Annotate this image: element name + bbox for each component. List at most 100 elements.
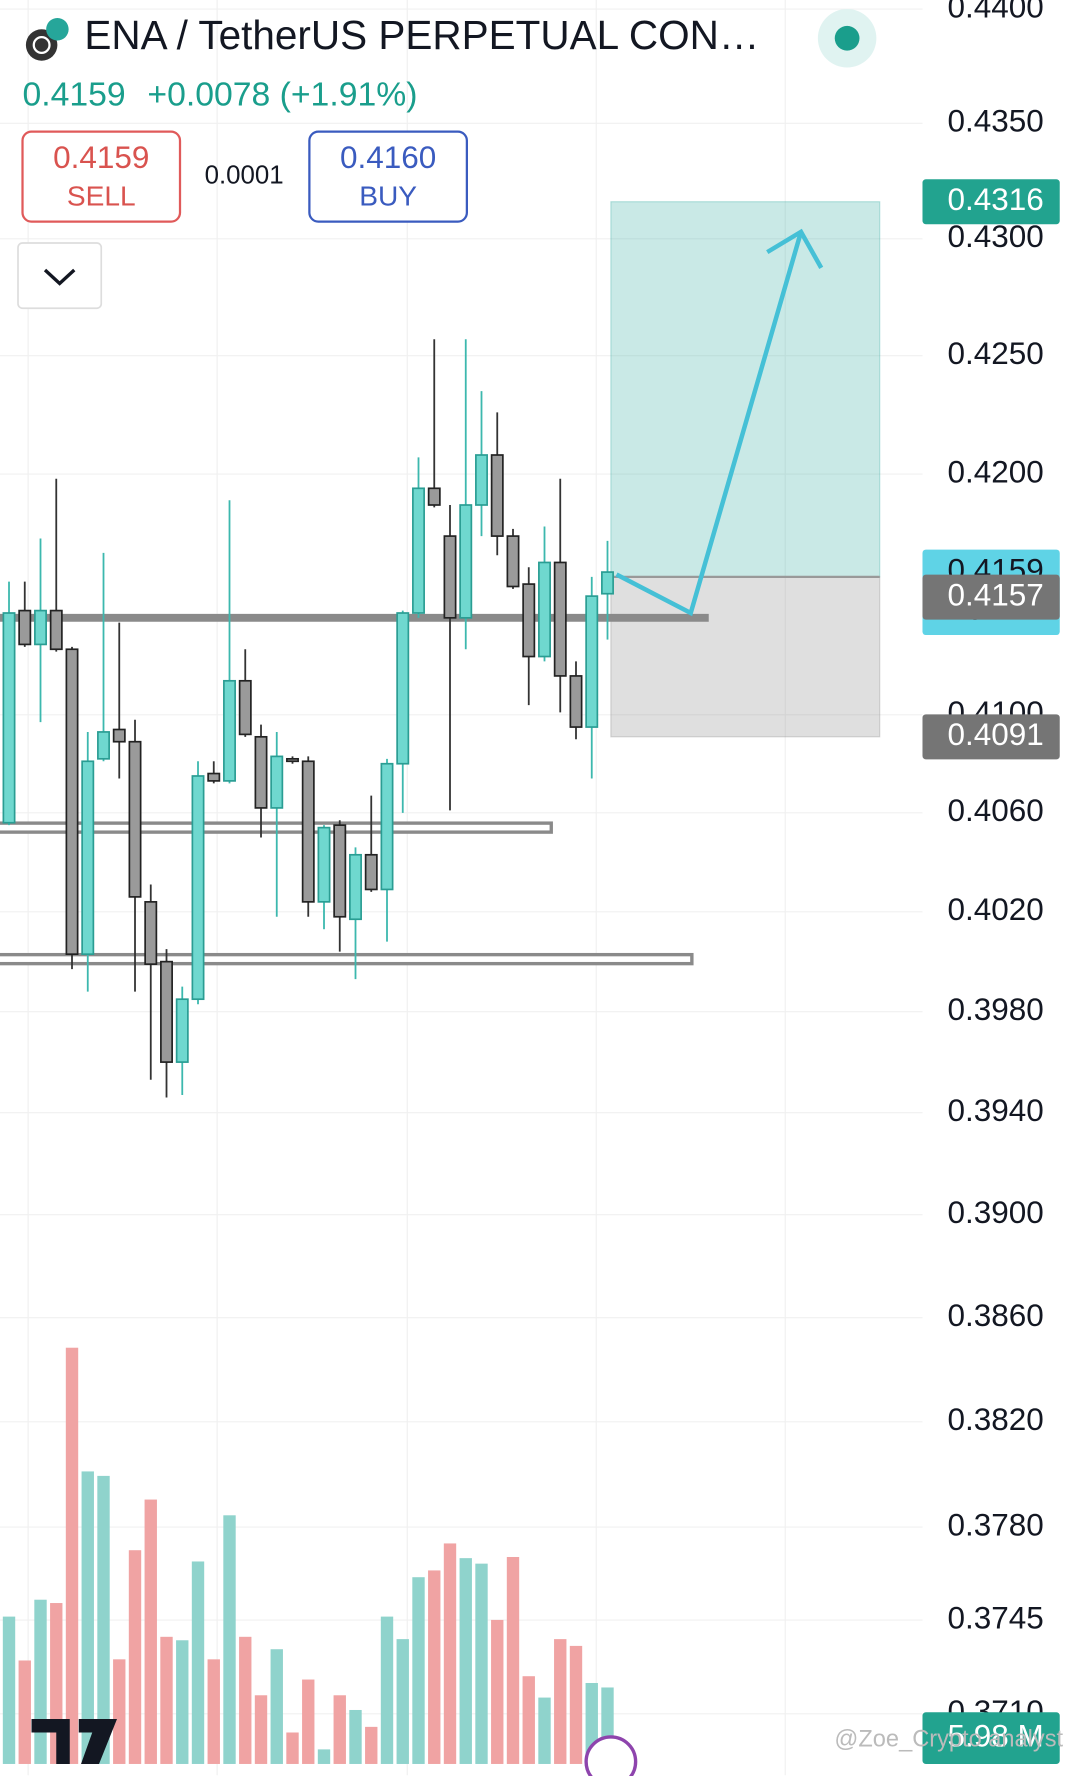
candle-body <box>144 901 158 965</box>
candle-body <box>317 826 331 903</box>
chevron-icon <box>43 268 76 286</box>
symbol-title: ENA / TetherUS PERPETUAL CON… <box>84 12 759 58</box>
volume-badge-label: 5.98 M <box>947 1717 1043 1753</box>
volume-bar <box>349 1709 362 1764</box>
candle-body <box>601 571 614 595</box>
candle-body <box>506 535 520 588</box>
volume-bar <box>396 1639 409 1764</box>
volume-bar <box>522 1676 535 1764</box>
sell-button[interactable] <box>21 130 182 223</box>
candle-body <box>333 824 347 918</box>
y-tick-label: 0.3900 <box>947 1194 1043 1230</box>
volume-bar <box>176 1640 189 1764</box>
candle-body <box>112 728 126 743</box>
watermark: @Zoe_Crypto analyst <box>834 1727 1063 1753</box>
candle-body <box>238 679 252 736</box>
volume-bar <box>380 1616 394 1764</box>
candle-body <box>364 853 378 891</box>
candle-body <box>128 740 142 898</box>
candle-body <box>427 487 441 506</box>
price-badge <box>922 714 1060 760</box>
candle-body <box>254 735 268 809</box>
buy-price: 0.4160 <box>340 139 436 175</box>
price-badge-label: 0.4316 <box>947 181 1043 217</box>
candle-body <box>301 760 315 903</box>
candle-body <box>569 675 583 728</box>
candle-body <box>65 648 79 955</box>
y-tick-label: 0.3780 <box>947 1506 1043 1542</box>
sell-label: SELL <box>67 180 136 211</box>
buy-button[interactable] <box>308 130 469 223</box>
last-price: 0.4159 <box>23 76 126 114</box>
y-tick-label: 0.4020 <box>947 891 1043 927</box>
projection-arrow <box>615 231 804 617</box>
volume-bar <box>223 1515 236 1764</box>
volume-bar <box>428 1570 441 1764</box>
volume-bar <box>144 1499 157 1764</box>
candle-body <box>175 998 189 1063</box>
volume-bar <box>286 1732 299 1764</box>
price-badge <box>922 574 1060 620</box>
y-tick-label: 0.4060 <box>947 792 1043 828</box>
status-dot <box>834 25 860 51</box>
volume-bar <box>302 1679 315 1764</box>
volume-bar <box>491 1619 504 1764</box>
y-tick-label: 0.3745 <box>947 1599 1043 1635</box>
candle-body <box>553 561 567 677</box>
volume-bar <box>459 1558 472 1764</box>
y-tick-label: 0.4400 <box>947 0 1043 24</box>
volume-bar <box>239 1636 252 1764</box>
candle-body <box>349 853 362 921</box>
candle-body <box>412 487 425 614</box>
volume-bar <box>128 1550 142 1764</box>
y-tick-label: 0.4350 <box>947 103 1043 139</box>
candle-body <box>538 561 551 658</box>
volume-badge <box>922 1712 1060 1764</box>
grid <box>27 0 786 1776</box>
volume-bar <box>412 1577 425 1764</box>
candle-body <box>522 583 536 658</box>
price-badge-label: 0.4091 <box>947 716 1043 752</box>
candle-body <box>585 595 599 728</box>
volume-bar <box>365 1726 378 1764</box>
candle-body <box>18 609 32 646</box>
volume-bar <box>254 1695 268 1764</box>
volume-bar <box>506 1556 520 1764</box>
y-tick-label: 0.3820 <box>947 1401 1043 1437</box>
candle-body <box>160 960 173 1063</box>
volume-bar <box>317 1749 331 1764</box>
candle-body <box>97 731 110 760</box>
coin-icon <box>32 35 51 54</box>
candle-body <box>223 679 236 782</box>
support-line <box>0 821 553 834</box>
volume-bar <box>333 1695 346 1764</box>
arrow-head <box>766 228 824 269</box>
price-change: +0.0078 (+1.91%) <box>147 76 417 114</box>
candle-body <box>380 762 394 891</box>
volume-bar <box>18 1660 31 1764</box>
candle-body <box>34 609 47 646</box>
volume-bar <box>538 1697 551 1764</box>
volume-bar <box>475 1563 488 1764</box>
plot: 0.44000.43500.43000.42500.42000.41000.40… <box>0 0 1060 1764</box>
volume-bar <box>443 1543 457 1764</box>
candle-body <box>270 755 284 809</box>
price-badge-label: 0.4157 <box>947 576 1043 612</box>
volume-bar <box>191 1561 205 1764</box>
support-line <box>0 952 694 966</box>
target-zone <box>610 201 881 578</box>
tether-icon <box>46 17 69 41</box>
sell-price: 0.4159 <box>53 139 149 175</box>
candle-body <box>191 775 205 1001</box>
candle-body <box>459 504 473 619</box>
candle-body <box>49 609 63 651</box>
volume-bar <box>160 1636 173 1764</box>
tool-button[interactable] <box>584 1735 638 1776</box>
dropdown-button[interactable] <box>17 242 103 310</box>
candle-body <box>207 772 221 782</box>
candle-body <box>2 612 16 824</box>
y-tick-label: 0.3860 <box>947 1297 1043 1333</box>
volume-bar <box>554 1639 567 1764</box>
